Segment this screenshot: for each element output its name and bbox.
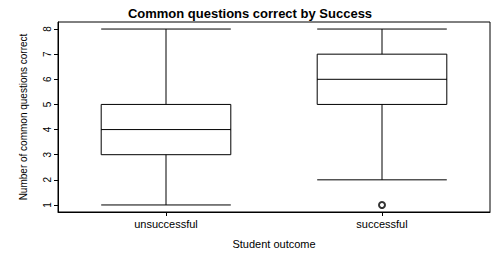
svg-text:5: 5 (42, 101, 53, 107)
svg-text:7: 7 (42, 51, 53, 57)
svg-text:8: 8 (42, 26, 53, 32)
svg-text:3: 3 (42, 151, 53, 157)
svg-text:unsuccessful: unsuccessful (134, 218, 198, 230)
svg-text:successful: successful (356, 218, 407, 230)
svg-text:1: 1 (42, 202, 53, 208)
svg-text:Common questions correct by Su: Common questions correct by Success (128, 6, 372, 21)
svg-text:4: 4 (42, 126, 53, 132)
svg-text:6: 6 (42, 76, 53, 82)
svg-text:2: 2 (42, 177, 53, 183)
svg-text:Student outcome: Student outcome (232, 238, 315, 250)
svg-text:Number of common questions cor: Number of common questions correct (18, 33, 29, 200)
